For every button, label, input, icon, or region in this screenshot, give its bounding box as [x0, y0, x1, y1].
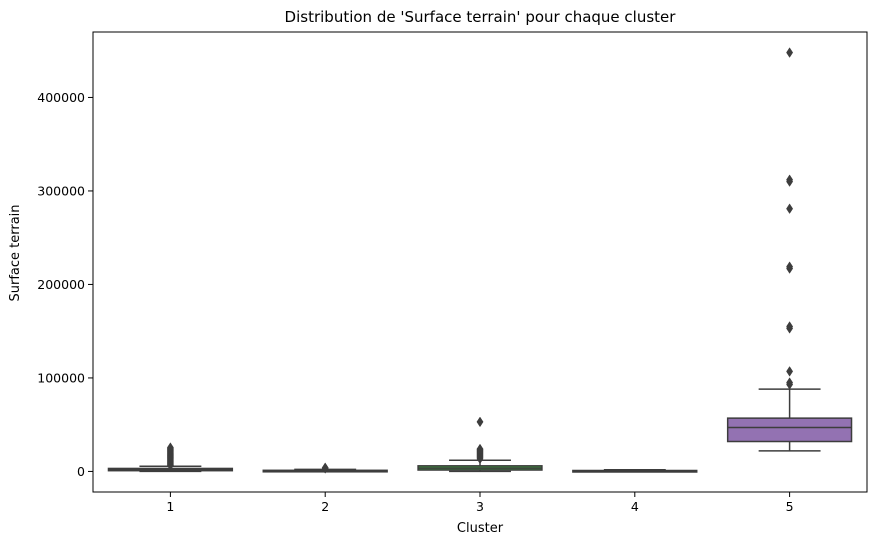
x-tick-label: 4: [631, 499, 639, 514]
outlier-point: [786, 366, 794, 377]
box-group-cluster-1: [107, 442, 234, 473]
outlier-point: [786, 203, 794, 214]
outlier-point: [786, 321, 794, 332]
outlier-point: [476, 443, 484, 455]
box: [726, 417, 853, 443]
outlier-point: [476, 416, 484, 428]
chart-title: Distribution de 'Surface terrain' pour c…: [285, 8, 677, 26]
box-group-cluster-3: [417, 416, 543, 473]
y-tick-label: 400000: [37, 90, 85, 105]
y-tick-label: 0: [77, 464, 85, 479]
x-tick-label: 1: [166, 499, 174, 514]
outlier-point: [786, 261, 794, 272]
box-group-cluster-4: [572, 468, 698, 473]
x-tick-label: 3: [476, 499, 484, 514]
box-group-cluster-2: [262, 462, 388, 474]
outlier-point: [786, 174, 794, 186]
y-axis-label: Surface terrain: [8, 204, 23, 301]
x-tick-label: 5: [786, 499, 794, 514]
x-tick-label: 2: [321, 499, 329, 514]
outlier-point: [786, 377, 794, 388]
outlier-point: [321, 462, 329, 473]
y-tick-label: 200000: [37, 277, 85, 292]
x-axis-label: Cluster: [457, 521, 504, 536]
outlier-point: [786, 47, 794, 58]
box-group-cluster-5: [726, 47, 853, 452]
plot-area: 0 100000 200000 300000 400000 1 2 3 4 5: [37, 47, 853, 514]
plot-frame: [92, 31, 868, 493]
y-tick-label: 100000: [37, 370, 85, 385]
y-tick-label: 300000: [37, 183, 85, 198]
outlier-point: [166, 442, 174, 453]
